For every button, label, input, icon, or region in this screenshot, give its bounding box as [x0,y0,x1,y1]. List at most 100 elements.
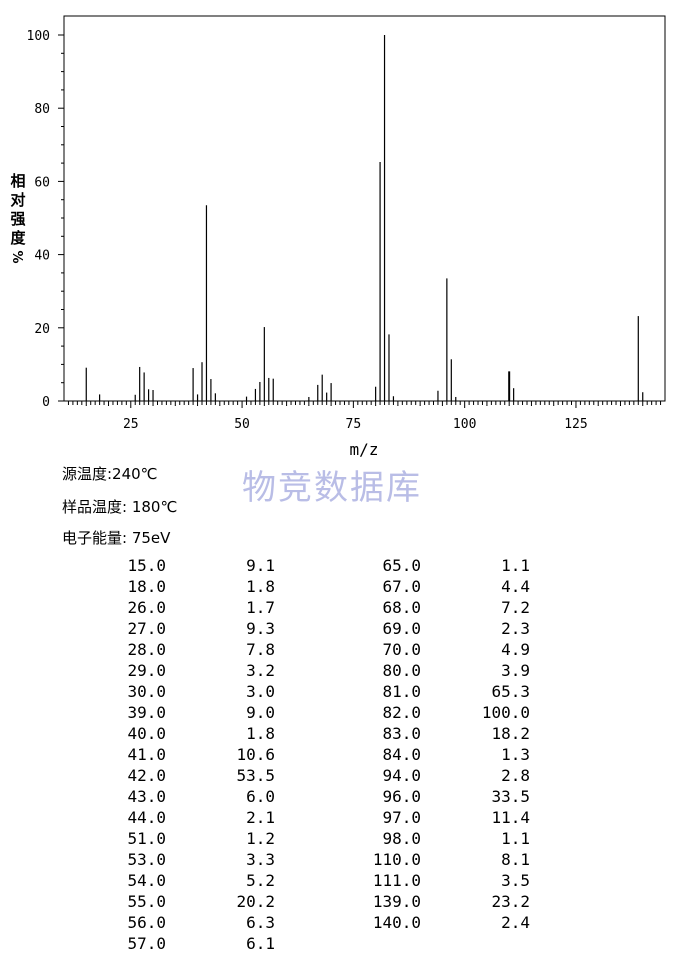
x-tick-label: 50 [234,417,250,432]
table-mz: 82.0 [382,703,421,722]
table-mz: 18.0 [127,577,166,596]
table-intensity: 9.0 [246,703,275,722]
y-axis-label-char: 相 [10,172,25,190]
y-tick-label: 60 [34,175,50,190]
y-axis-label-char: 度 [10,229,26,247]
y-tick-label: 0 [42,395,50,410]
table-intensity: 4.4 [501,577,530,596]
table-intensity: 3.0 [246,682,275,701]
spectrum-bars [85,35,644,401]
table-intensity: 1.7 [246,598,275,617]
x-tick-label: 100 [453,417,476,432]
table-mz: 140.0 [372,913,421,932]
table-mz: 30.0 [127,682,166,701]
y-tick-label: 20 [34,322,50,337]
table-intensity: 1.8 [246,577,275,596]
table-intensity: 53.5 [236,766,275,785]
table-mz: 39.0 [127,703,166,722]
table-mz: 40.0 [127,724,166,743]
table-intensity: 20.2 [236,892,275,911]
y-axis: 0 20 40 60 80 100 [27,29,64,410]
table-intensity: 3.5 [501,871,530,890]
table-intensity: 3.2 [246,661,275,680]
table-intensity: 6.1 [246,934,275,953]
y-axis-label-char: 强 [10,210,25,228]
table-mz: 67.0 [382,577,421,596]
table-intensity: 65.3 [491,682,530,701]
table-mz: 51.0 [127,829,166,848]
table-mz: 57.0 [127,934,166,953]
electron-energy: 电子能量: 75eV [62,529,171,547]
table-mz: 42.0 [127,766,166,785]
table-intensity: 1.2 [246,829,275,848]
table-mz: 98.0 [382,829,421,848]
y-axis-label-char: 对 [10,191,25,209]
table-mz: 41.0 [127,745,166,764]
table-intensity: 6.0 [246,787,275,806]
table-intensity: 9.3 [246,619,275,638]
table-mz: 28.0 [127,640,166,659]
table-intensity: 3.9 [501,661,530,680]
table-intensity: 8.1 [501,850,530,869]
table-intensity: 2.4 [501,913,530,932]
table-intensity: 2.8 [501,766,530,785]
table-intensity: 18.2 [491,724,530,743]
table-intensity: 6.3 [246,913,275,932]
table-mz: 44.0 [127,808,166,827]
table-mz: 80.0 [382,661,421,680]
table-mz: 68.0 [382,598,421,617]
table-intensity: 1.1 [501,556,530,575]
x-tick-label: 25 [123,417,139,432]
plot-frame [63,15,666,402]
table-mz: 111.0 [372,871,421,890]
table-mz: 96.0 [382,787,421,806]
table-mz: 69.0 [382,619,421,638]
y-tick-label: 40 [34,249,50,264]
x-tick-label: 125 [564,417,587,432]
table-intensity: 1.3 [501,745,530,764]
y-tick-label: 80 [34,102,50,117]
table-intensity: 1.1 [501,829,530,848]
sample-temperature: 样品温度: 180℃ [62,498,178,516]
table-mz: 110.0 [372,850,421,869]
y-axis-label-char: % [9,250,24,263]
table-intensity: 23.2 [491,892,530,911]
table-mz: 84.0 [382,745,421,764]
table-intensity: 4.9 [501,640,530,659]
table-mz: 65.0 [382,556,421,575]
table-intensity: 5.2 [246,871,275,890]
table-mz: 139.0 [372,892,421,911]
table-mz: 97.0 [382,808,421,827]
table-mz: 53.0 [127,850,166,869]
table-intensity: 100.0 [481,703,530,722]
table-mz: 54.0 [127,871,166,890]
table-mz: 15.0 [127,556,166,575]
source-temperature: 源温度:240℃ [62,465,158,483]
table-mz: 56.0 [127,913,166,932]
watermark-text: 物竞数据库 [242,468,422,508]
table-intensity: 7.2 [501,598,530,617]
table-intensity: 2.1 [246,808,275,827]
table-mz: 83.0 [382,724,421,743]
table-mz: 29.0 [127,661,166,680]
table-intensity: 2.3 [501,619,530,638]
table-mz: 70.0 [382,640,421,659]
table-intensity: 1.8 [246,724,275,743]
table-mz: 43.0 [127,787,166,806]
table-mz: 94.0 [382,766,421,785]
table-intensity: 33.5 [491,787,530,806]
x-axis: 25 50 75 100 125 [67,401,662,432]
x-axis-label: m/z [350,440,379,459]
table-intensity: 3.3 [246,850,275,869]
table-mz: 27.0 [127,619,166,638]
table-intensity: 10.6 [236,745,275,764]
table-intensity: 7.8 [246,640,275,659]
table-mz: 55.0 [127,892,166,911]
y-tick-label: 100 [27,29,50,44]
table-mz: 26.0 [127,598,166,617]
x-tick-label: 75 [346,417,362,432]
table-intensity: 9.1 [246,556,275,575]
table-intensity: 11.4 [491,808,530,827]
